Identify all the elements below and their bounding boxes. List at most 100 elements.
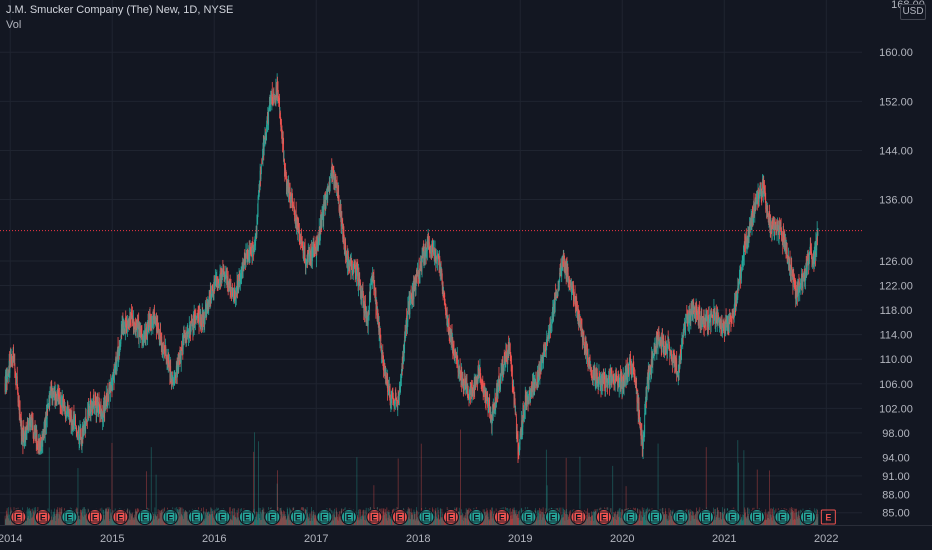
candle-body [330,168,332,173]
volume-bar [795,519,797,525]
volume-bar [513,514,515,525]
candle-body [284,168,286,172]
volume-bar [665,510,667,525]
volume-bar [669,519,671,525]
volume-bar [233,508,235,525]
volume-bar [208,511,210,525]
candle-body [93,394,95,409]
candle-body [65,415,67,417]
volume-bar [639,513,640,525]
candle-body [228,281,230,290]
candle-body [391,393,393,401]
candle-body [292,204,294,207]
volume-bar [420,443,422,525]
candle-body [407,319,408,327]
candle-body [435,257,437,264]
volume-bar [565,457,567,525]
candle-body [460,371,461,380]
candle-body [85,416,87,429]
volume-bar [671,516,672,525]
candle-body [325,197,327,208]
candle-body [138,325,140,339]
candle-body [167,364,169,366]
volume-bar [620,512,622,525]
candle-body [500,371,502,374]
candle-body [574,293,576,298]
candle-body [479,369,481,383]
candle-body [275,85,277,92]
candle-body [151,318,153,326]
candle-body [101,412,102,416]
candle-body [487,408,489,413]
candle-body [91,401,93,411]
candle-body [591,373,593,375]
candle-body [286,185,288,187]
volume-bar [60,516,61,525]
candle-body [316,243,318,250]
volume-bar [773,515,775,525]
volume-bar [107,508,109,525]
candle-body [335,180,336,188]
candle-body [347,255,349,258]
candle-body [72,421,74,428]
candle-body [79,429,81,437]
candle-body [409,298,410,312]
candle-body [545,350,547,352]
volume-bar [289,507,291,525]
candle-body [556,297,557,299]
candle-body [553,302,555,313]
volume-bar [8,514,10,525]
volume-bar [560,519,561,525]
candle-body [269,97,271,105]
candle-body [571,282,573,287]
candle-body [58,397,60,404]
candle-body [73,422,75,426]
volume-bar [111,442,113,525]
volume-bar [516,514,518,525]
candle-body [39,441,41,453]
candle-body [398,387,400,397]
candle-body [412,290,414,301]
volume-bar [537,513,539,525]
candle-body [35,434,36,436]
volume-bar [383,508,384,525]
volume-bar [160,510,162,525]
candle-body [122,320,123,323]
candle-body [527,397,529,400]
volume-bar [520,518,522,525]
candle-body [400,375,402,380]
volume-bar [740,514,742,525]
candle-body [356,266,358,269]
candle-body [180,350,182,363]
candle-body [184,335,186,341]
volume-bar [568,516,569,525]
volume-bar [84,515,86,525]
volume-bar [233,515,234,525]
candle-body [344,248,346,250]
candle-body [71,416,72,425]
candle-body [418,275,419,278]
volume-bar [586,515,587,525]
candle-body [490,415,492,423]
volume-bar [592,510,594,525]
candle-body [209,290,211,306]
candle-body [338,194,340,201]
candle-body [324,200,325,206]
candle-body [107,390,109,399]
candle-body [195,315,197,321]
candle-body [436,256,438,259]
candle-body [442,284,444,294]
candle-body [194,317,196,323]
candle-body [359,281,361,283]
volume-bar [619,507,621,525]
candle-body [423,249,425,264]
volume-bar [33,507,35,525]
volume-bar [109,509,111,525]
volume-bar [57,507,59,525]
volume-bar [101,520,103,525]
candle-body [141,334,143,340]
candle-body [424,253,425,255]
candle-body [31,417,33,423]
candle-body [324,197,326,207]
